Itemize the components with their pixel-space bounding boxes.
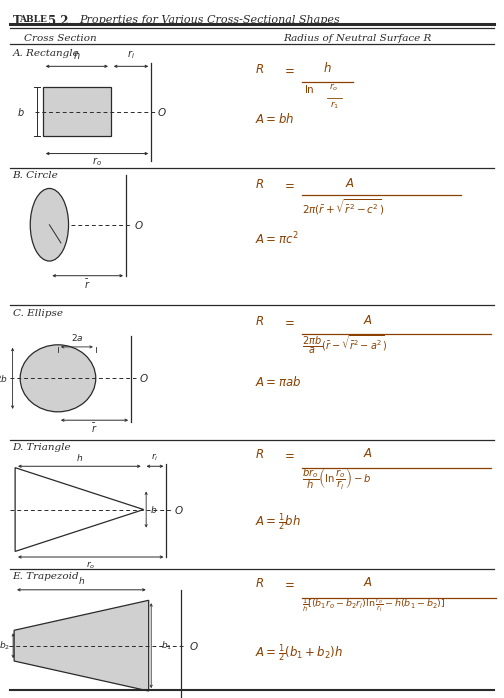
Text: E. Trapezoid: E. Trapezoid <box>13 572 79 581</box>
Text: $A$: $A$ <box>363 576 373 589</box>
Polygon shape <box>43 87 111 136</box>
Text: $\dfrac{br_o}{h}\left(\ln\dfrac{r_o}{r_i}\right) - b$: $\dfrac{br_o}{h}\left(\ln\dfrac{r_o}{r_i… <box>302 466 372 492</box>
Text: A. Rectangle: A. Rectangle <box>13 49 79 58</box>
Text: $R$: $R$ <box>255 63 264 76</box>
Text: $\bar{r}$: $\bar{r}$ <box>91 422 98 436</box>
Text: Radius of Neutral Surface R: Radius of Neutral Surface R <box>284 34 432 43</box>
Text: D. Triangle: D. Triangle <box>13 443 71 452</box>
Text: $b_2$: $b_2$ <box>0 639 10 652</box>
Text: $\bar{r}$: $\bar{r}$ <box>85 278 91 291</box>
Polygon shape <box>14 600 149 691</box>
Text: $O$: $O$ <box>139 372 148 385</box>
Text: $\frac{1}{h}[(b_1 r_o - b_2 r_i)\ln\frac{r_o}{r_i} - h(b_1-b_2)]$: $\frac{1}{h}[(b_1 r_o - b_2 r_i)\ln\frac… <box>302 597 446 614</box>
Text: $A = \frac{1}{2}bh$: $A = \frac{1}{2}bh$ <box>255 512 300 533</box>
Text: $=$: $=$ <box>282 178 295 191</box>
Text: $h$: $h$ <box>78 575 85 586</box>
Text: $A$: $A$ <box>363 314 373 327</box>
Text: $b$: $b$ <box>18 105 25 118</box>
Text: $O$: $O$ <box>174 503 183 516</box>
Text: $r_o$: $r_o$ <box>86 559 95 570</box>
Text: $A$: $A$ <box>363 447 373 460</box>
Text: $h$: $h$ <box>323 61 332 75</box>
Text: $A = \frac{1}{2}(b_1 + b_2)h$: $A = \frac{1}{2}(b_1 + b_2)h$ <box>255 642 343 664</box>
Text: C. Ellipse: C. Ellipse <box>13 309 62 318</box>
Text: $O$: $O$ <box>189 639 199 652</box>
Text: Cross Section: Cross Section <box>24 34 97 43</box>
Text: ABLE: ABLE <box>19 15 47 24</box>
Text: $=$: $=$ <box>282 577 295 591</box>
Text: $=$: $=$ <box>282 315 295 329</box>
Text: $2b$: $2b$ <box>0 373 8 384</box>
Text: $r_o$: $r_o$ <box>330 82 339 93</box>
Text: Properties for Various Cross-Sectional Shapes: Properties for Various Cross-Sectional S… <box>80 15 340 25</box>
Ellipse shape <box>20 345 96 412</box>
Text: $R$: $R$ <box>255 315 264 329</box>
Text: 5.2.: 5.2. <box>48 15 73 29</box>
Text: $A$: $A$ <box>345 177 355 190</box>
Text: $h$: $h$ <box>73 49 81 61</box>
Text: $O$: $O$ <box>157 105 167 118</box>
Text: $R$: $R$ <box>255 178 264 191</box>
Text: $r_i$: $r_i$ <box>127 48 135 61</box>
Text: $h$: $h$ <box>76 452 83 463</box>
Text: $R$: $R$ <box>255 577 264 591</box>
Text: $=$: $=$ <box>282 63 295 76</box>
Text: $A = bh$: $A = bh$ <box>255 112 294 126</box>
Text: $b$: $b$ <box>150 504 157 515</box>
Text: B. Circle: B. Circle <box>13 171 58 180</box>
Ellipse shape <box>30 188 69 261</box>
Text: $r_o$: $r_o$ <box>92 156 102 168</box>
Text: $2a$: $2a$ <box>71 332 83 343</box>
Text: $O$: $O$ <box>134 218 143 231</box>
Text: $2\pi(\bar{r} + \sqrt{\bar{r}^2 - c^2})$: $2\pi(\bar{r} + \sqrt{\bar{r}^2 - c^2})$ <box>302 198 385 217</box>
Text: $\ln$: $\ln$ <box>304 83 314 95</box>
Text: $A = \pi c^2$: $A = \pi c^2$ <box>255 230 298 247</box>
Text: $R$: $R$ <box>255 448 264 461</box>
Text: $r_i$: $r_i$ <box>151 452 159 463</box>
Text: $A = \pi ab$: $A = \pi ab$ <box>255 375 301 389</box>
Text: $\dfrac{2\pi b}{a}(\bar{r} - \sqrt{\bar{r}^2 - a^2})$: $\dfrac{2\pi b}{a}(\bar{r} - \sqrt{\bar{… <box>302 333 388 356</box>
Text: $b_1$: $b_1$ <box>161 639 172 652</box>
Text: T: T <box>13 15 21 29</box>
Text: $r_1$: $r_1$ <box>330 99 339 110</box>
Text: $=$: $=$ <box>282 448 295 461</box>
